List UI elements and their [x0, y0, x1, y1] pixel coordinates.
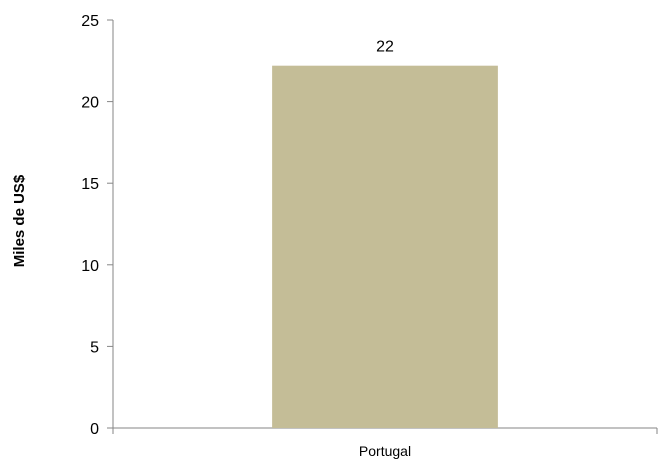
y-tick-label: 10: [81, 258, 99, 275]
x-axis: Portugal: [112, 427, 658, 459]
y-tick-label: 20: [81, 95, 99, 112]
y-tick-label: 25: [81, 13, 99, 30]
y-tick-label: 0: [90, 421, 99, 438]
bars: 22: [272, 39, 498, 429]
x-category-label: Portugal: [359, 443, 411, 459]
y-axis: 0 5 10 15 20 25: [81, 13, 114, 438]
y-tick-label: 5: [90, 339, 99, 356]
y-tick-label: 15: [81, 176, 99, 193]
y-axis-title: Miles de US$: [11, 174, 28, 267]
bar-data-label: 22: [376, 39, 394, 56]
bar-portugal: [272, 65, 498, 429]
